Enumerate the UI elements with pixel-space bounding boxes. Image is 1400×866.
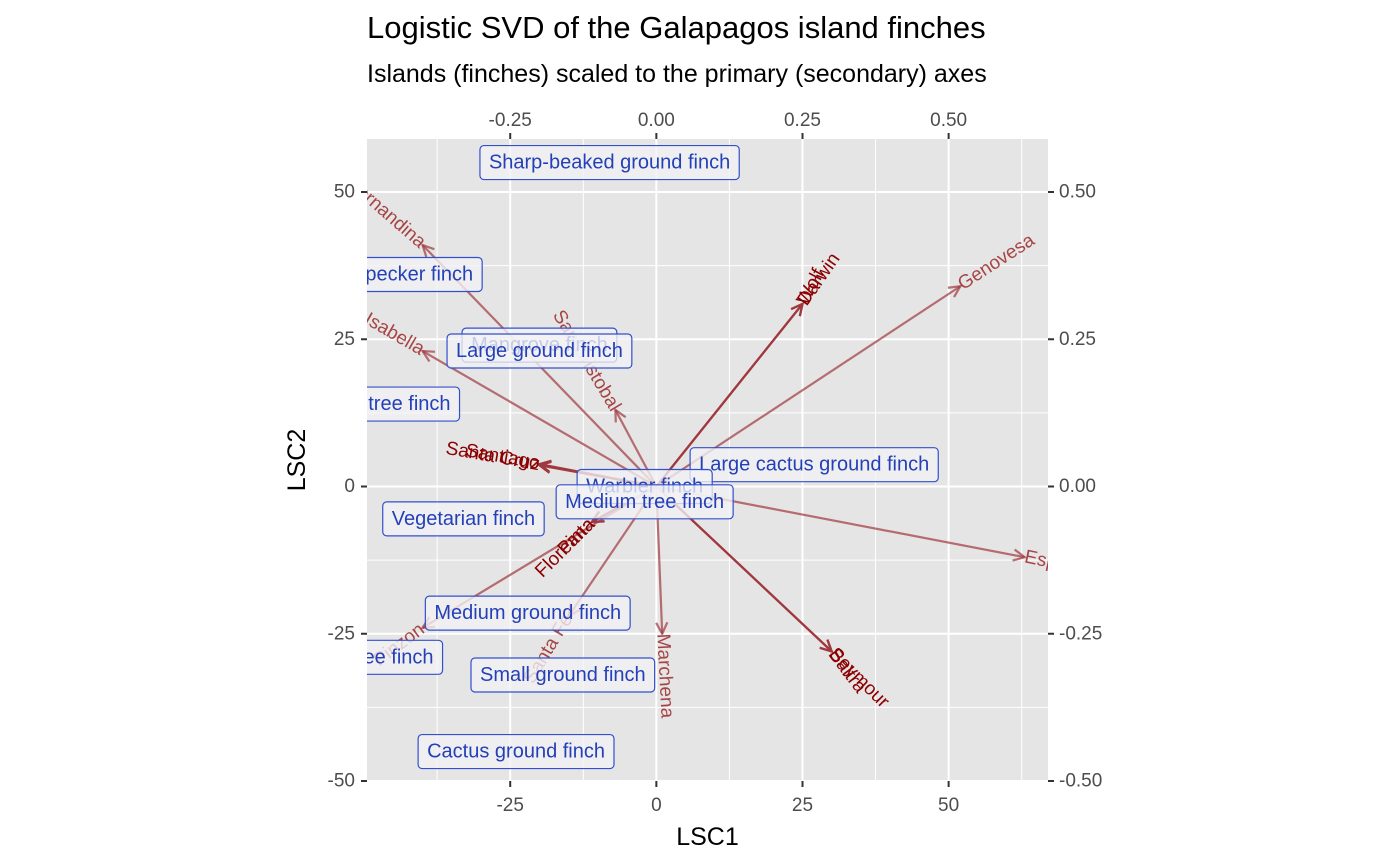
chart-subtitle: Islands (finches) scaled to the primary … (367, 60, 987, 88)
secondary-y-tick-label: 0.25 (1059, 329, 1096, 350)
finch-label-box (367, 256, 483, 293)
finch-label-text: Large tree finch (295, 646, 434, 668)
finch-label-text: Cactus ground finch (427, 741, 605, 763)
island-label: Marchena (652, 633, 677, 719)
x-axis-title: LSC1 (676, 823, 739, 851)
finch-label: Medium tree finch (555, 484, 734, 520)
finch-label: Large cactus ground finch (689, 447, 939, 483)
y-tick-label: 25 (334, 329, 355, 350)
finch-label-text: Vegetarian finch (392, 508, 535, 530)
axes: -25 0 25 50 -50 -25 0 25 50 -0.25 0.00 0.25 0.50 -0.5… (283, 110, 1102, 851)
finch-label-box (417, 733, 615, 770)
chart-title: Logistic SVD of the Galapagos island fin… (367, 10, 986, 45)
finch-label-box (367, 386, 461, 422)
finch-label-box (479, 144, 740, 181)
finch-label-text: Woodpecker finch (313, 263, 473, 285)
secondary-x-tick-label: 0.25 (784, 110, 821, 131)
secondary-y-tick-label: 0.00 (1059, 476, 1096, 497)
y-tick-label: 0 (344, 476, 355, 497)
finch-label-box (470, 657, 656, 693)
finch-label: Sharp-beaked ground finch (479, 144, 740, 181)
secondary-y-tick-label: 0.50 (1059, 182, 1096, 203)
finch-label-text: Small tree finch (313, 393, 451, 415)
finch-label-text: Medium tree finch (565, 491, 724, 513)
secondary-x-tick-label: 0.50 (930, 110, 967, 131)
finch-label-box (424, 595, 631, 631)
y-tick-label: -50 (328, 771, 355, 792)
secondary-x-tick-label: -0.25 (489, 110, 532, 131)
finch-label-box (689, 447, 939, 483)
finch-label-text: Sharp-beaked ground finch (489, 152, 730, 174)
finch-label: Cactus ground finch (417, 733, 615, 770)
x-tick-label: 25 (792, 795, 813, 816)
secondary-y-tick-label: -0.50 (1059, 771, 1102, 792)
finch-label-box (382, 501, 545, 537)
y-tick-label: 50 (334, 182, 355, 203)
finch-label-text: Large ground finch (456, 340, 623, 362)
finch-label: Large tree finch (295, 639, 444, 675)
y-tick-label: -25 (328, 623, 355, 644)
finch-label: Medium ground finch (424, 595, 631, 631)
finch-label-box (555, 484, 734, 520)
island-arrow (655, 304, 802, 488)
secondary-y-tick-label: -0.25 (1059, 623, 1102, 644)
y-axis-title: LSC2 (283, 429, 311, 492)
x-tick-label: 50 (938, 795, 959, 816)
secondary-x-tick-label: 0.00 (638, 110, 675, 131)
finch-label: Large ground finch (446, 333, 633, 369)
x-tick-label: 0 (651, 795, 662, 816)
finch-label-box (446, 333, 633, 369)
finch-label-text: Medium ground finch (434, 602, 621, 624)
finch-label: Small tree finch (313, 386, 461, 422)
island-arrow (423, 351, 657, 488)
finch-label: Vegetarian finch (382, 501, 545, 537)
finch-label-text: Small ground finch (480, 664, 646, 686)
finch-label: Woodpecker finch (313, 256, 483, 293)
finch-label: Small ground finch (470, 657, 656, 693)
x-tick-label: -25 (496, 795, 523, 816)
finch-label-text: Large cactus ground finch (699, 454, 929, 476)
finch-label-box (367, 639, 444, 675)
finch-labels: Sharp-beaked ground finch Woodpecker finc… (295, 144, 939, 770)
